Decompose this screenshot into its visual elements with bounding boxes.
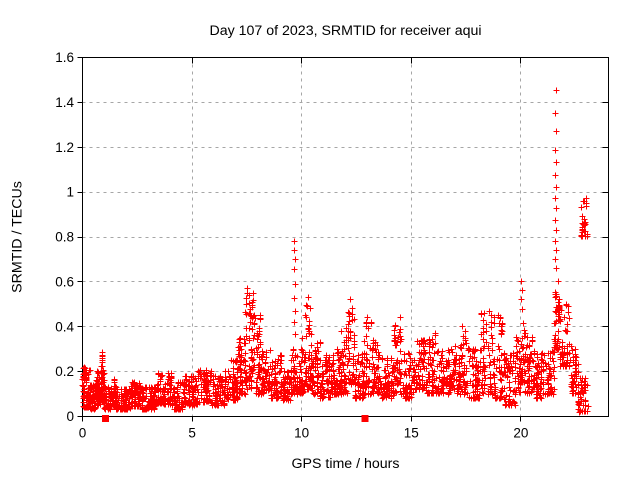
- y-axis-label: SRMTID / TECUs: [10, 181, 26, 293]
- y-tick-label: 1: [66, 185, 74, 200]
- x-tick-label: 0: [79, 426, 87, 441]
- x-tick-label: 15: [404, 426, 419, 441]
- scatter-series-square-markers: [102, 415, 369, 422]
- x-tick-labels: 0 5 10 15 20: [79, 426, 529, 441]
- y-tick-label: 0.4: [55, 319, 74, 334]
- plot-border: [82, 57, 609, 417]
- scatter-series-plus-markers: [79, 87, 592, 416]
- y-tick-label: 1.4: [55, 95, 74, 110]
- x-axis-label: GPS time / hours: [291, 456, 399, 472]
- x-tick-label: 5: [188, 426, 196, 441]
- y-tick-label: 0: [66, 409, 74, 424]
- chart-title: Day 107 of 2023, SRMTID for receiver aqu…: [209, 23, 481, 39]
- y-tick-label: 0.2: [55, 364, 74, 379]
- y-tick-label: 0.8: [55, 230, 74, 245]
- y-tick-label: 1.2: [55, 140, 74, 155]
- axis-ticks: [77, 57, 609, 422]
- y-tick-label: 1.6: [55, 50, 74, 65]
- y-tick-label: 0.6: [55, 274, 74, 289]
- y-tick-labels: 0 0.2 0.4 0.6 0.8 1 1.2 1.4 1.6: [55, 50, 74, 424]
- square-marker: [361, 415, 369, 422]
- x-tick-label: 10: [294, 426, 309, 441]
- square-marker: [102, 415, 110, 422]
- x-tick-label: 20: [513, 426, 528, 441]
